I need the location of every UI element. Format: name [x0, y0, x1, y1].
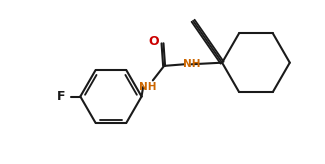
Text: O: O — [148, 35, 159, 48]
Text: NH: NH — [139, 82, 157, 92]
Text: F: F — [57, 90, 66, 103]
Text: NH: NH — [183, 59, 200, 69]
